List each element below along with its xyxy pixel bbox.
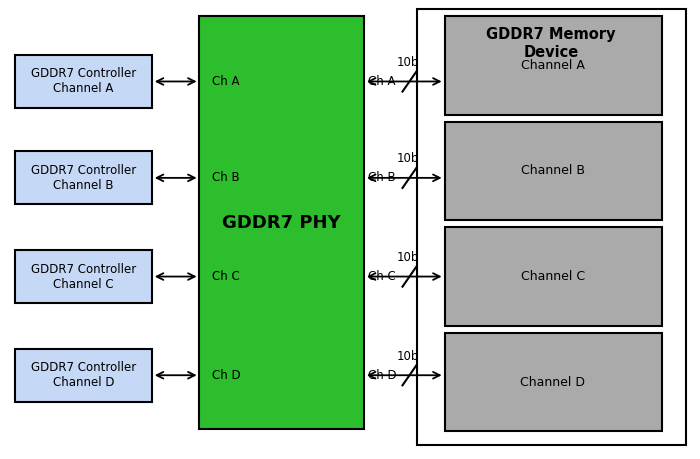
Text: 10b: 10b <box>397 251 419 264</box>
Bar <box>444 16 662 115</box>
Text: GDDR7 Controller
Channel C: GDDR7 Controller Channel C <box>31 263 136 291</box>
Text: Channel A: Channel A <box>521 59 585 72</box>
Bar <box>416 9 686 445</box>
Text: Ch D: Ch D <box>368 369 396 382</box>
Text: 10b: 10b <box>397 152 419 165</box>
Text: 10b: 10b <box>397 56 419 69</box>
Text: Ch B: Ch B <box>368 171 395 185</box>
Text: Ch C: Ch C <box>212 270 240 283</box>
Text: GDDR7 Controller
Channel D: GDDR7 Controller Channel D <box>31 361 136 389</box>
Bar <box>444 333 662 431</box>
Text: Channel B: Channel B <box>521 164 585 178</box>
Text: Ch C: Ch C <box>368 270 395 283</box>
Text: Channel D: Channel D <box>521 375 585 389</box>
Text: 10b: 10b <box>397 350 419 363</box>
Bar <box>15 349 152 402</box>
Bar <box>199 16 364 429</box>
Bar <box>15 250 152 303</box>
Text: GDDR7 Controller
Channel A: GDDR7 Controller Channel A <box>31 67 136 95</box>
Text: GDDR7 Memory
Device: GDDR7 Memory Device <box>486 28 616 60</box>
Text: Channel C: Channel C <box>521 270 585 283</box>
Text: Ch B: Ch B <box>212 171 239 185</box>
Bar <box>15 151 152 204</box>
Bar <box>15 55 152 108</box>
Bar <box>444 122 662 220</box>
Bar <box>444 227 662 326</box>
Text: GDDR7 Controller
Channel B: GDDR7 Controller Channel B <box>31 164 136 192</box>
Text: GDDR7 PHY: GDDR7 PHY <box>223 213 341 232</box>
Text: Ch A: Ch A <box>368 75 395 88</box>
Text: Ch A: Ch A <box>212 75 239 88</box>
Text: Ch D: Ch D <box>212 369 241 382</box>
